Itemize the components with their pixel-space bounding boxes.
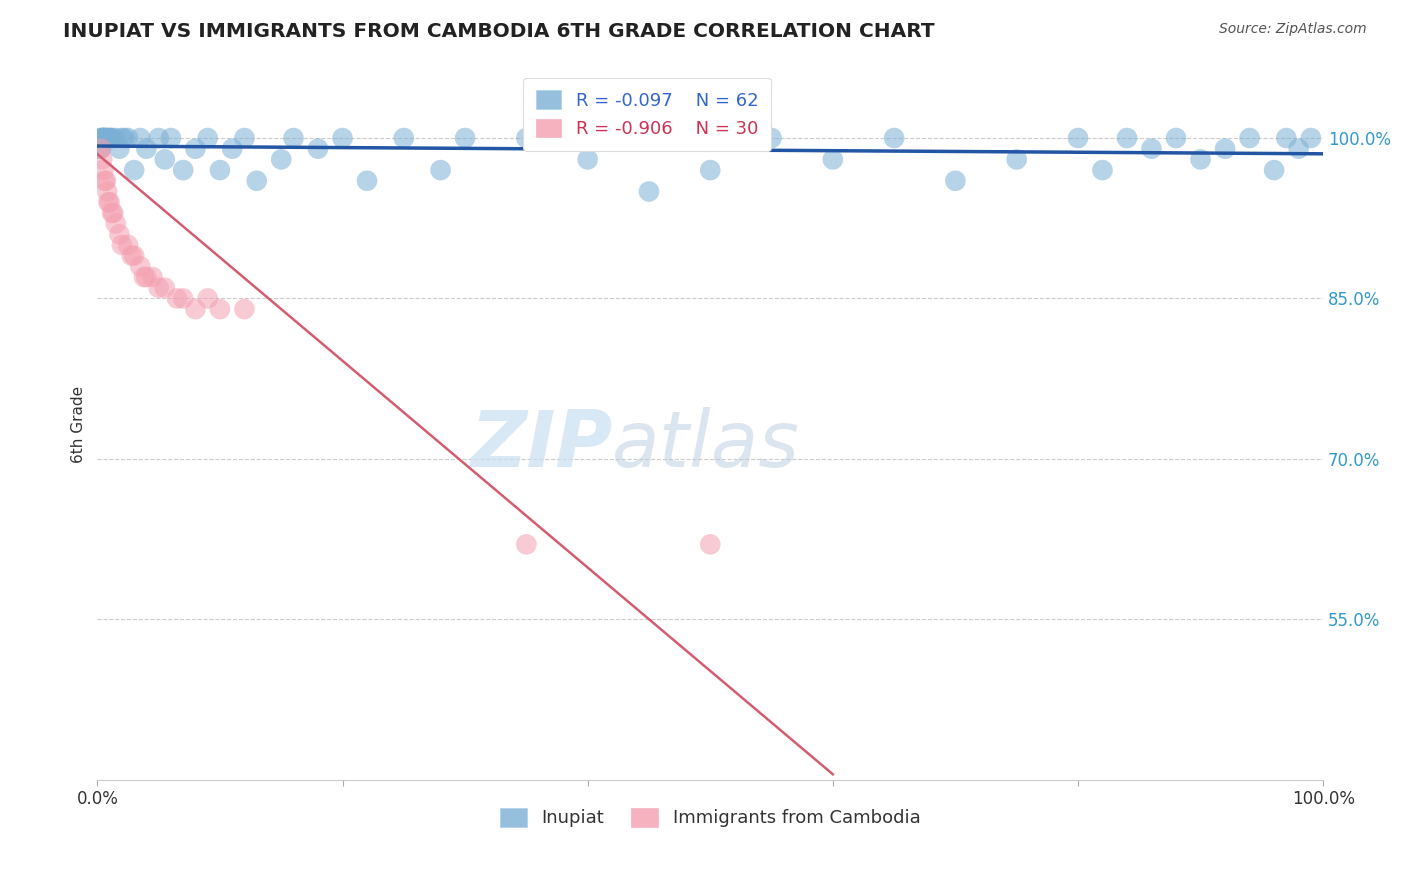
Text: INUPIAT VS IMMIGRANTS FROM CAMBODIA 6TH GRADE CORRELATION CHART: INUPIAT VS IMMIGRANTS FROM CAMBODIA 6TH … [63, 22, 935, 41]
Point [1213, 142, 1236, 156]
Point [153, 281, 176, 295]
Point [184, 142, 207, 156]
Point [184, 302, 207, 317]
Point [101, 206, 124, 220]
Point [172, 163, 194, 178]
Point [1239, 131, 1261, 145]
Point [307, 142, 329, 156]
Point [93, 131, 115, 145]
Point [97, 131, 120, 145]
Point [117, 131, 139, 145]
Point [148, 131, 170, 145]
Legend: Inupiat, Immigrants from Cambodia: Inupiat, Immigrants from Cambodia [492, 801, 928, 835]
Point [135, 142, 157, 156]
Point [104, 217, 127, 231]
Point [112, 131, 135, 145]
Point [90, 131, 112, 145]
Point [153, 153, 176, 167]
Point [122, 249, 145, 263]
Text: ZIP: ZIP [470, 408, 612, 483]
Point [90, 142, 112, 156]
Point [821, 153, 844, 167]
Point [93, 131, 115, 145]
Point [91, 131, 114, 145]
Point [93, 163, 115, 178]
Point [283, 131, 305, 145]
Point [98, 131, 121, 145]
Point [129, 131, 152, 145]
Point [208, 302, 231, 317]
Point [515, 131, 537, 145]
Point [197, 131, 219, 145]
Point [91, 153, 114, 167]
Point [197, 292, 219, 306]
Point [429, 163, 451, 178]
Point [1164, 131, 1187, 145]
Point [233, 131, 256, 145]
Point [172, 292, 194, 306]
Point [111, 131, 134, 145]
Text: atlas: atlas [612, 408, 800, 483]
Point [96, 131, 118, 145]
Point [699, 537, 721, 551]
Point [883, 131, 905, 145]
Point [1288, 142, 1310, 156]
Text: Source: ZipAtlas.com: Source: ZipAtlas.com [1219, 22, 1367, 37]
Point [1189, 153, 1212, 167]
Point [117, 238, 139, 252]
Point [104, 131, 127, 145]
Point [108, 227, 131, 242]
Point [208, 163, 231, 178]
Point [160, 131, 183, 145]
Point [221, 142, 243, 156]
Point [91, 131, 114, 145]
Point [93, 131, 115, 145]
Point [111, 238, 134, 252]
Point [100, 131, 122, 145]
Point [1263, 163, 1285, 178]
Y-axis label: 6th Grade: 6th Grade [72, 385, 86, 463]
Point [96, 185, 118, 199]
Point [148, 281, 170, 295]
Point [93, 131, 115, 145]
Point [93, 174, 115, 188]
Point [122, 163, 145, 178]
Point [98, 195, 121, 210]
Point [1116, 131, 1139, 145]
Point [699, 163, 721, 178]
Point [356, 174, 378, 188]
Point [638, 185, 661, 199]
Point [132, 270, 155, 285]
Point [141, 270, 163, 285]
Point [246, 174, 269, 188]
Point [90, 142, 112, 156]
Point [135, 270, 157, 285]
Point [94, 174, 117, 188]
Point [1067, 131, 1090, 145]
Point [233, 302, 256, 317]
Point [761, 131, 783, 145]
Point [121, 249, 143, 263]
Point [166, 292, 188, 306]
Point [332, 131, 354, 145]
Point [454, 131, 477, 145]
Point [1140, 142, 1163, 156]
Point [1091, 163, 1114, 178]
Point [129, 260, 152, 274]
Point [1275, 131, 1298, 145]
Point [392, 131, 415, 145]
Point [108, 142, 131, 156]
Point [94, 131, 117, 145]
Point [515, 537, 537, 551]
Point [103, 206, 125, 220]
Point [945, 174, 967, 188]
Point [97, 195, 120, 210]
Point [1299, 131, 1322, 145]
Point [270, 153, 292, 167]
Point [89, 142, 111, 156]
Point [101, 131, 124, 145]
Point [1005, 153, 1028, 167]
Point [576, 153, 599, 167]
